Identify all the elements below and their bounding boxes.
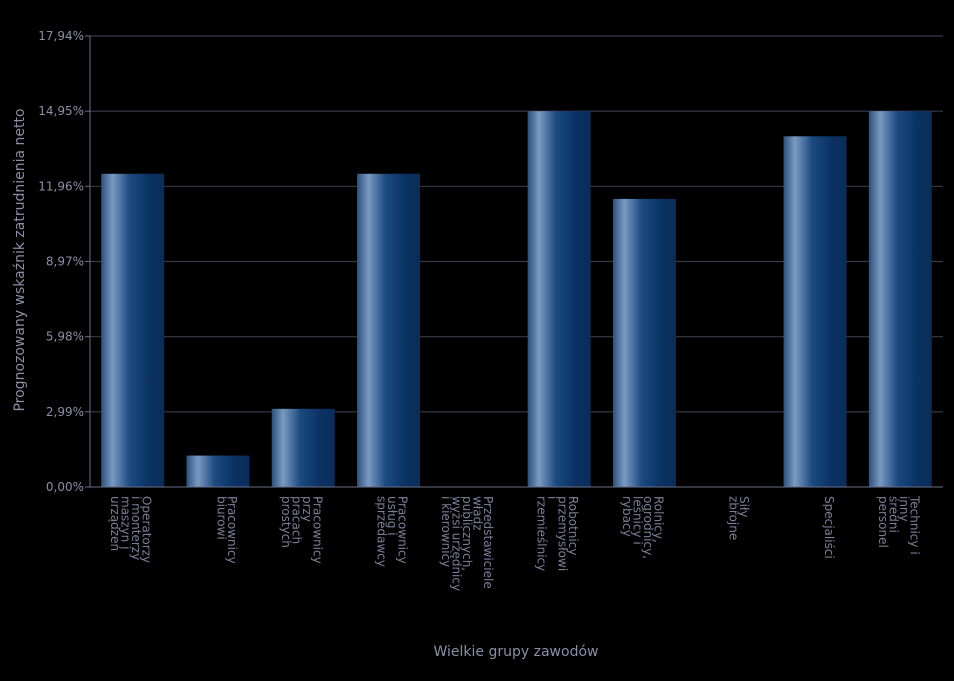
bar <box>612 198 676 487</box>
bar <box>186 455 250 487</box>
x-tick-label-line: i <box>545 496 559 499</box>
x-axis-title: Wielkie grupy zawodów <box>434 644 599 660</box>
x-tick-label-line: wyżsi urzędnicy <box>449 496 463 591</box>
x-tick-label-line: sprzedawcy <box>375 496 389 567</box>
x-tick-label-line: rybacy <box>620 496 634 537</box>
bar <box>783 136 847 487</box>
x-tick-label-line: Siły <box>737 496 751 517</box>
x-tick-label-line: Pracownicy <box>310 496 324 564</box>
x-tick-label-line: Rolnicy, <box>651 496 665 543</box>
x-tick-label-line: personel <box>876 496 890 548</box>
x-tick-label: Specjaliści <box>822 496 836 559</box>
x-tick-label-line: średni <box>886 496 900 533</box>
x-tick-label-line: pracach <box>289 496 303 544</box>
x-tick-label-line: rzemieślnicy <box>535 496 549 571</box>
x-tick-label-line: inny <box>897 496 911 522</box>
y-axis-title: Prognozowany wskaźnik zatrudnienia netto <box>12 108 28 411</box>
y-tick-label: 17,94% <box>38 29 84 43</box>
x-tick-label-line: przy <box>300 496 314 522</box>
y-tick-label: 11,96% <box>38 179 84 193</box>
y-tick-label: 8,97% <box>46 255 84 269</box>
y-tick-label: 2,99% <box>46 405 84 419</box>
x-tick-label-line: prostych <box>279 496 293 548</box>
x-tick-label-line: maszyn i <box>119 496 133 549</box>
x-tick-label-line: Pracownicy <box>225 496 239 564</box>
y-tick-label: 14,95% <box>38 104 84 118</box>
x-tick-label-line: władz <box>470 496 484 531</box>
x-tick-label-line: usług i <box>385 496 399 536</box>
x-tick-label-line: urządzeń <box>108 496 122 551</box>
x-tick-label-line: Pracownicy <box>396 496 410 564</box>
bar <box>271 408 335 487</box>
y-tick-label: 5,98% <box>46 330 84 344</box>
x-tick-label-line: Robotnicy <box>566 496 580 555</box>
x-tick-label-line: Przedstawiciele <box>481 496 495 589</box>
x-tick-label-line: leśnicy i <box>630 496 644 545</box>
x-tick-label-line: zbrojne <box>726 496 740 540</box>
x-tick-label-line: Technicy i <box>907 495 921 555</box>
x-tick-label-line: Operatorzy <box>140 496 154 563</box>
bar <box>101 173 165 487</box>
x-tick-label-line: Specjaliści <box>822 496 836 559</box>
x-tick-label-line: publicznych, <box>460 496 474 571</box>
y-tick-label: 0,00% <box>46 480 84 494</box>
bar <box>868 111 932 488</box>
x-tick-label-line: biurowi <box>214 496 228 540</box>
x-tick-label-line: ogrodnicy, <box>641 496 655 559</box>
x-tick-label-line: i kierownicy <box>439 496 453 567</box>
bar <box>357 173 421 487</box>
x-tick-label-line: i monterzy <box>129 496 143 560</box>
bar <box>527 111 591 488</box>
x-tick-label-line: przemysłowi <box>556 496 570 571</box>
